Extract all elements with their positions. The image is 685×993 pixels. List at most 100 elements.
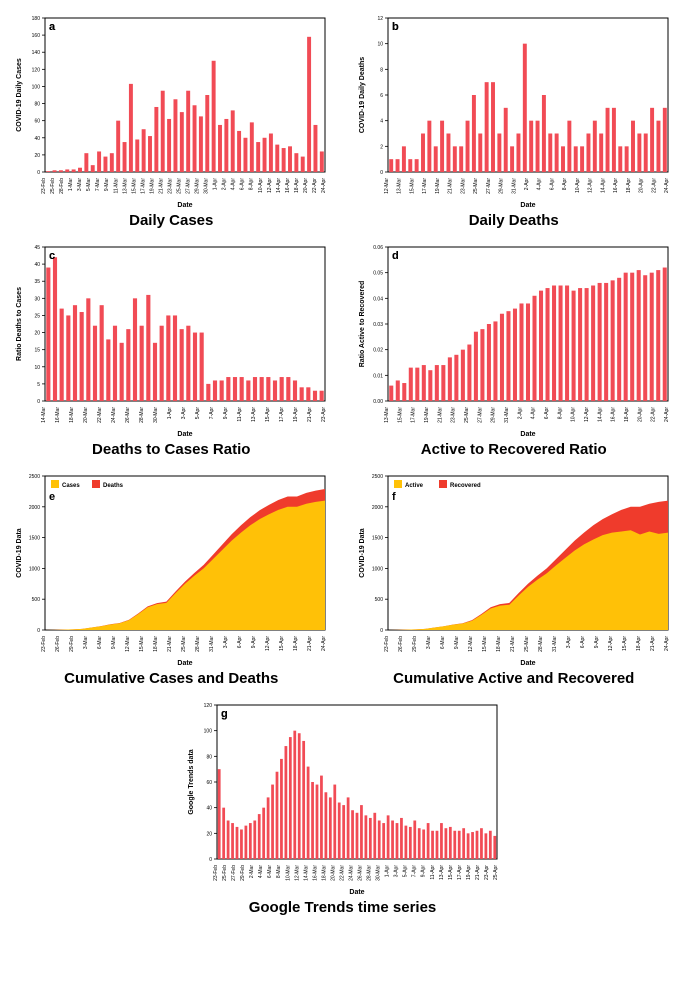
svg-text:20-Apr: 20-Apr [637, 407, 643, 422]
svg-text:Active: Active [405, 483, 424, 489]
svg-text:1500: 1500 [29, 536, 40, 542]
svg-text:24-Apr: 24-Apr [664, 178, 670, 193]
panel-a: 02040608010012014016018023-Feb25-Feb28-F… [10, 10, 333, 229]
svg-text:500: 500 [32, 597, 41, 603]
svg-text:140: 140 [32, 50, 41, 56]
svg-text:25-Mar: 25-Mar [181, 636, 187, 652]
svg-text:Ratio Active to Recovered: Ratio Active to Recovered [359, 281, 366, 368]
svg-text:12-Apr: 12-Apr [608, 636, 614, 651]
svg-text:22-Apr: 22-Apr [312, 178, 318, 193]
svg-text:17-Mar: 17-Mar [422, 178, 428, 194]
svg-text:22-Apr: 22-Apr [650, 407, 656, 422]
svg-text:20-Mar: 20-Mar [83, 407, 89, 423]
svg-text:Date: Date [520, 660, 535, 667]
svg-text:18-Mar: 18-Mar [69, 407, 75, 423]
svg-text:9-Mar: 9-Mar [111, 636, 117, 649]
panel-f: 0500100015002000250023-Feb26-Feb29-Feb3-… [353, 468, 676, 687]
svg-text:18-Apr: 18-Apr [293, 636, 299, 651]
svg-text:17-Apr: 17-Apr [279, 407, 285, 422]
svg-text:10: 10 [377, 42, 383, 48]
svg-text:24-Apr: 24-Apr [321, 636, 327, 651]
panel-title-d: Active to Recovered Ratio [421, 441, 607, 458]
svg-text:Google Trends data: Google Trends data [188, 749, 195, 814]
svg-text:21-Mar: 21-Mar [510, 636, 516, 652]
svg-text:15: 15 [35, 348, 41, 354]
svg-text:2000: 2000 [372, 505, 383, 511]
svg-text:31-Mar: 31-Mar [209, 636, 215, 652]
svg-text:23-Feb: 23-Feb [213, 865, 219, 881]
svg-text:23-Mar: 23-Mar [450, 407, 456, 423]
svg-text:21-Mar: 21-Mar [437, 407, 443, 423]
bar-chart: 05101520253035404514-Mar16-Mar18-Mar20-M… [11, 239, 331, 439]
svg-text:12-Mar: 12-Mar [384, 178, 390, 194]
svg-text:0.05: 0.05 [373, 271, 383, 277]
svg-text:16-Apr: 16-Apr [285, 178, 291, 193]
svg-text:b: b [392, 21, 399, 33]
panel-d: 0.000.010.020.030.040.050.0613-Mar15-Mar… [353, 239, 676, 458]
svg-text:17-Apr: 17-Apr [456, 865, 462, 880]
svg-text:10-Apr: 10-Apr [258, 178, 264, 193]
svg-text:9-Apr: 9-Apr [594, 636, 600, 649]
svg-text:18-Mar: 18-Mar [496, 636, 502, 652]
svg-text:e: e [49, 491, 55, 503]
svg-text:1000: 1000 [29, 566, 40, 572]
svg-text:25-Mar: 25-Mar [473, 178, 479, 194]
svg-text:4-Apr: 4-Apr [536, 178, 542, 191]
svg-text:1-Apr: 1-Apr [384, 865, 390, 878]
svg-text:23-Feb: 23-Feb [41, 178, 47, 194]
svg-text:80: 80 [35, 102, 41, 108]
svg-text:d: d [392, 250, 399, 262]
svg-text:0.03: 0.03 [373, 322, 383, 328]
svg-text:COVID-19 Data: COVID-19 Data [359, 528, 366, 578]
svg-text:0: 0 [37, 170, 40, 176]
svg-text:12-Apr: 12-Apr [267, 178, 273, 193]
svg-text:Date: Date [178, 431, 193, 438]
svg-text:6-Apr: 6-Apr [544, 407, 550, 420]
svg-text:COVID-19 Data: COVID-19 Data [16, 528, 23, 578]
svg-text:18-Mar: 18-Mar [321, 865, 327, 881]
svg-text:19-Apr: 19-Apr [465, 865, 471, 880]
svg-text:Date: Date [349, 889, 364, 896]
svg-text:8-Apr: 8-Apr [557, 407, 563, 420]
svg-text:24-Apr: 24-Apr [664, 407, 670, 422]
svg-text:24-Mar: 24-Mar [111, 407, 117, 423]
svg-text:2-Apr: 2-Apr [517, 407, 523, 420]
panel-e: 0500100015002000250023-Feb26-Feb29-Feb3-… [10, 468, 333, 687]
svg-text:18-Apr: 18-Apr [294, 178, 300, 193]
svg-text:11-Apr: 11-Apr [237, 407, 243, 422]
svg-text:18-Apr: 18-Apr [624, 407, 630, 422]
svg-text:3-Mar: 3-Mar [77, 178, 83, 191]
svg-text:10-Mar: 10-Mar [285, 865, 291, 881]
svg-text:Date: Date [178, 202, 193, 209]
svg-text:11-Mar: 11-Mar [114, 178, 120, 194]
svg-text:26-Mar: 26-Mar [357, 865, 363, 881]
chart-f: 0500100015002000250023-Feb26-Feb29-Feb3-… [354, 468, 674, 668]
chart-grid: 02040608010012014016018023-Feb25-Feb28-F… [10, 10, 675, 916]
svg-text:f: f [392, 491, 396, 503]
panel-title-f: Cumulative Active and Recovered [393, 670, 634, 687]
svg-text:7-Mar: 7-Mar [95, 178, 101, 191]
svg-text:23-Feb: 23-Feb [41, 636, 47, 652]
svg-text:25-Feb: 25-Feb [222, 865, 228, 881]
svg-text:25-Feb: 25-Feb [50, 178, 56, 194]
svg-text:15-Mar: 15-Mar [139, 636, 145, 652]
svg-text:6-Apr: 6-Apr [240, 178, 246, 191]
svg-text:3-Apr: 3-Apr [393, 865, 399, 878]
svg-text:80: 80 [206, 754, 212, 760]
area-chart: 0500100015002000250023-Feb26-Feb29-Feb3-… [354, 468, 674, 668]
svg-text:13-Apr: 13-Apr [438, 865, 444, 880]
svg-text:6-Mar: 6-Mar [267, 865, 273, 878]
svg-text:8: 8 [380, 67, 383, 73]
svg-text:25: 25 [35, 313, 41, 319]
svg-text:12-Mar: 12-Mar [468, 636, 474, 652]
svg-text:20: 20 [35, 153, 41, 159]
svg-text:7-Apr: 7-Apr [411, 865, 417, 878]
svg-text:19-Mar: 19-Mar [424, 407, 430, 423]
svg-text:12-Apr: 12-Apr [265, 636, 271, 651]
svg-text:8-Apr: 8-Apr [249, 178, 255, 191]
svg-text:6-Apr: 6-Apr [549, 178, 555, 191]
svg-text:6: 6 [380, 93, 383, 99]
svg-text:45: 45 [35, 245, 41, 251]
svg-text:16-Apr: 16-Apr [613, 178, 619, 193]
svg-text:0: 0 [380, 170, 383, 176]
